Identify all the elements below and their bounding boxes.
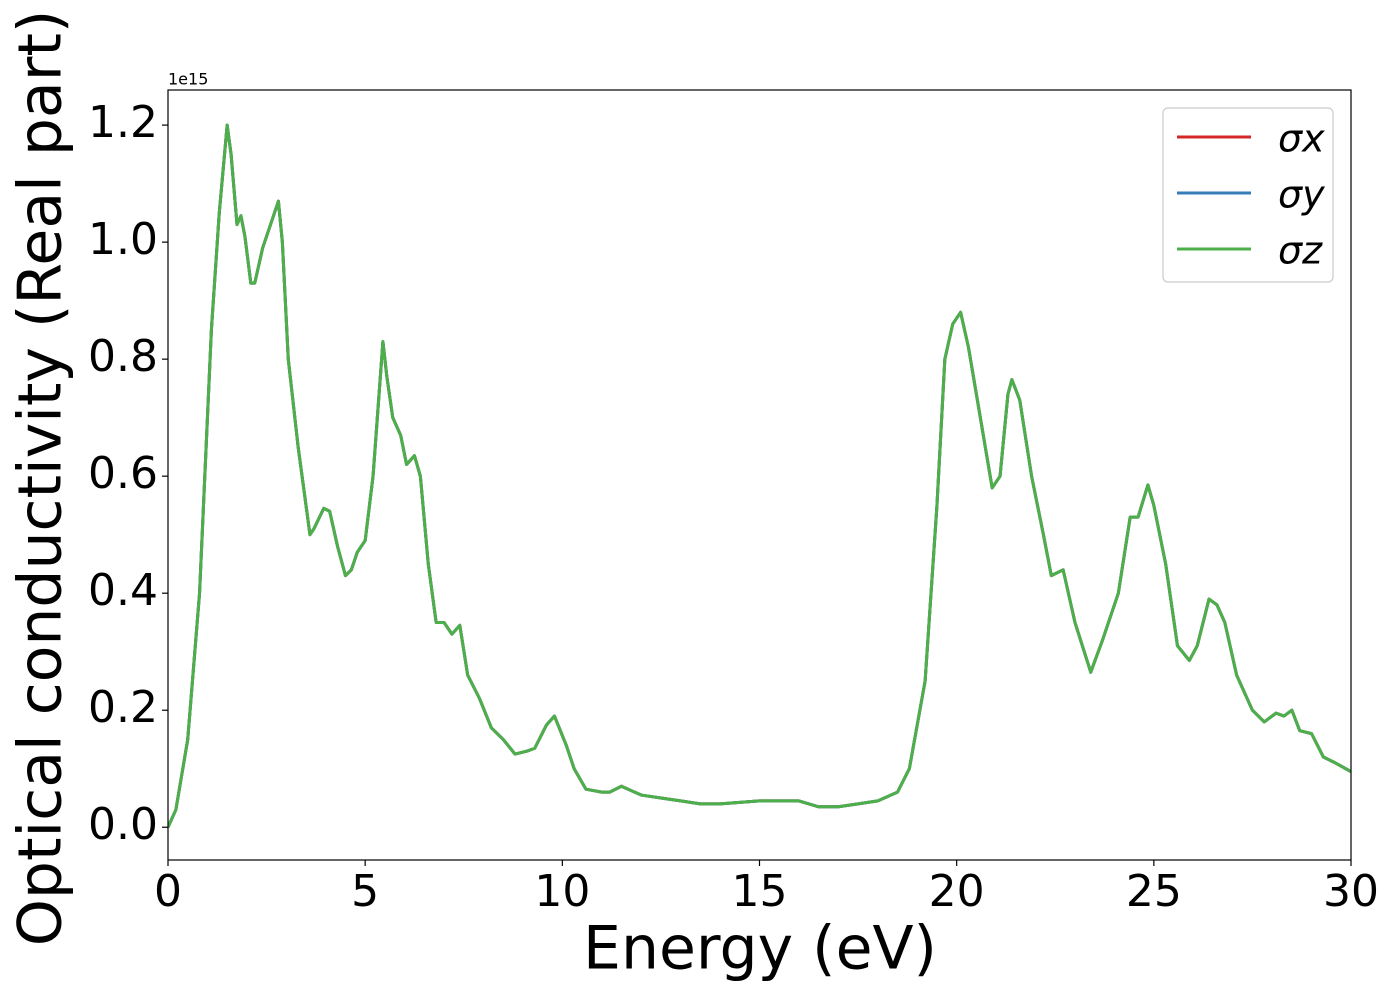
x-tick-label: 20	[929, 866, 985, 917]
legend-label: σx	[1278, 117, 1325, 161]
y-tick-label: 1.2	[88, 97, 158, 148]
y-axis-label: Optical conductivity (Real part)	[6, 10, 76, 947]
y-tick-label: 0.0	[88, 799, 158, 850]
series-line	[168, 123, 1351, 828]
x-tick-label: 10	[534, 866, 590, 917]
y-tick-label: 1.0	[88, 214, 158, 265]
y-tick-label: 0.8	[88, 331, 158, 382]
y-tick-label: 0.6	[88, 448, 158, 499]
x-tick-label: 30	[1323, 866, 1379, 917]
legend-label: σy	[1278, 173, 1325, 217]
y-tick-label: 0.4	[88, 565, 158, 616]
y-tick-label: 0.2	[88, 682, 158, 733]
x-tick-label: 0	[154, 866, 182, 917]
plot-frame	[167, 89, 1352, 861]
legend-label: σz	[1278, 229, 1323, 273]
x-tick-label: 25	[1126, 866, 1182, 917]
legend-box	[1162, 107, 1334, 283]
x-axis-label: Energy (eV)	[583, 914, 937, 984]
y-offset-label: 1e15	[168, 70, 208, 89]
x-tick-label: 15	[732, 866, 788, 917]
x-tick-label: 5	[351, 866, 379, 917]
